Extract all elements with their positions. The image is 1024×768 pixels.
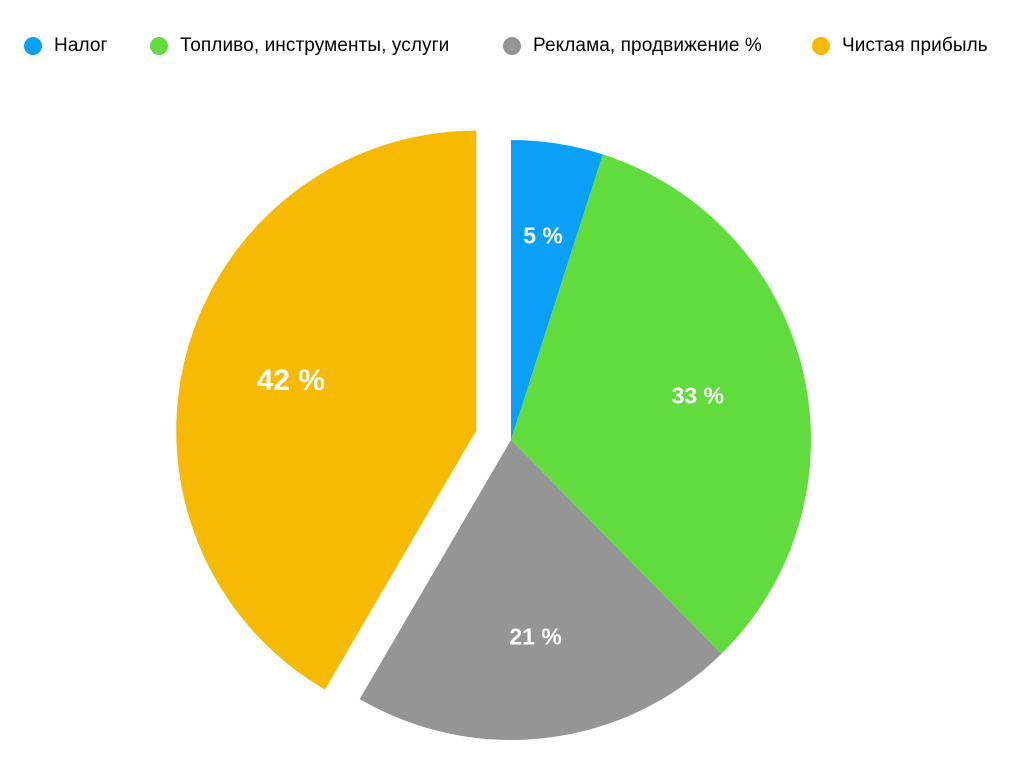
- legend-item-fuel-tools-services: Топливо, инструменты, услуги: [150, 33, 449, 59]
- pie-label-net-profit: 42 %: [257, 364, 325, 397]
- pie-slice-net-profit: [176, 130, 477, 690]
- legend-swatch-fuel-tools-services: [150, 37, 168, 55]
- pie-slices: [176, 130, 812, 741]
- legend-swatch-net-profit: [812, 37, 830, 55]
- legend-label-fuel-tools-services: Топливо, инструменты, услуги: [180, 35, 450, 56]
- legend-label-advertising: Реклама, продвижение %: [533, 35, 762, 56]
- pie-label-advertising: 21 %: [509, 623, 561, 649]
- legend-item-advertising: Реклама, продвижение %: [503, 33, 762, 59]
- legend-item-tax: Налог: [24, 33, 108, 59]
- pie-slice-advertising: [359, 440, 722, 741]
- legend-label-tax: Налог: [54, 35, 108, 56]
- legend-swatch-advertising: [503, 37, 521, 55]
- legend-label-net-profit: Чистая прибыль: [842, 35, 988, 56]
- pie-slice-fuel-tools-services: [511, 154, 812, 654]
- legend-item-net-profit: Чистая прибыль: [812, 33, 988, 59]
- pie-slice-tax: [511, 140, 603, 440]
- chart-legend: Налог Топливо, инструменты, услуги Рекла…: [0, 0, 1024, 90]
- pie-label-tax: 5 %: [523, 222, 563, 248]
- pie-label-fuel-tools-services: 33 %: [672, 383, 724, 409]
- legend-swatch-tax: [24, 37, 42, 55]
- pie-slice-labels: 5 % 33 % 21 % 42 %: [257, 222, 724, 649]
